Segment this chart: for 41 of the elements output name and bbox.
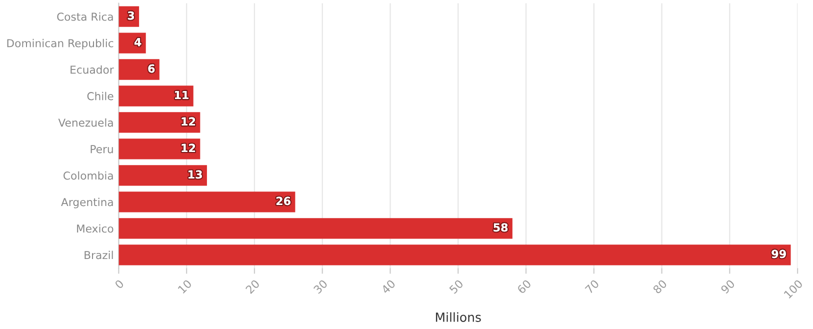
y-tick-label: Ecuador (70, 65, 114, 74)
x-tick-label: 30 (313, 279, 328, 294)
bar (118, 32, 146, 54)
x-tick-label: 90 (720, 279, 736, 294)
x-tick-label: 0 (114, 279, 124, 290)
bar (118, 59, 160, 80)
x-tick-label: 50 (448, 279, 464, 294)
y-tick-label: Dominican Republic (7, 38, 114, 50)
y-tick-label: Colombia (64, 171, 113, 180)
y-tick-label: Brazil (84, 250, 113, 260)
data-label: 12 (182, 117, 196, 126)
data-label: 13 (188, 170, 202, 179)
y-tick-label: Venezuela (58, 118, 113, 127)
x-axis-title: Millions (436, 312, 481, 322)
data-label: 99 (772, 250, 786, 258)
y-tick-label: Peru (90, 145, 113, 154)
data-label: 26 (276, 196, 290, 206)
data-label: 4 (134, 38, 142, 46)
bar (118, 165, 207, 186)
y-tick-label: Mexico (77, 224, 114, 233)
bar (118, 244, 791, 266)
y-tick-label: Argentina (61, 198, 113, 208)
y-tick-label: Costa Rica (57, 12, 113, 21)
bar (118, 138, 200, 160)
x-tick-label: 10 (178, 279, 192, 294)
data-label: 58 (494, 223, 508, 232)
x-tick-label: 80 (652, 279, 668, 294)
bar (118, 218, 512, 239)
data-label: 3 (128, 11, 134, 20)
bar (118, 112, 200, 133)
bar (118, 192, 296, 212)
data-label: 11 (174, 90, 188, 100)
x-tick-label: 70 (584, 279, 600, 294)
x-tick-label: 60 (516, 279, 532, 294)
data-label: 6 (148, 64, 155, 73)
bar (118, 86, 194, 106)
x-tick-label: 100 (784, 279, 804, 299)
y-tick-label: Chile (87, 92, 114, 100)
data-label: 12 (182, 144, 196, 152)
x-tick-label: 40 (380, 279, 396, 294)
x-tick-label: 20 (245, 279, 260, 294)
